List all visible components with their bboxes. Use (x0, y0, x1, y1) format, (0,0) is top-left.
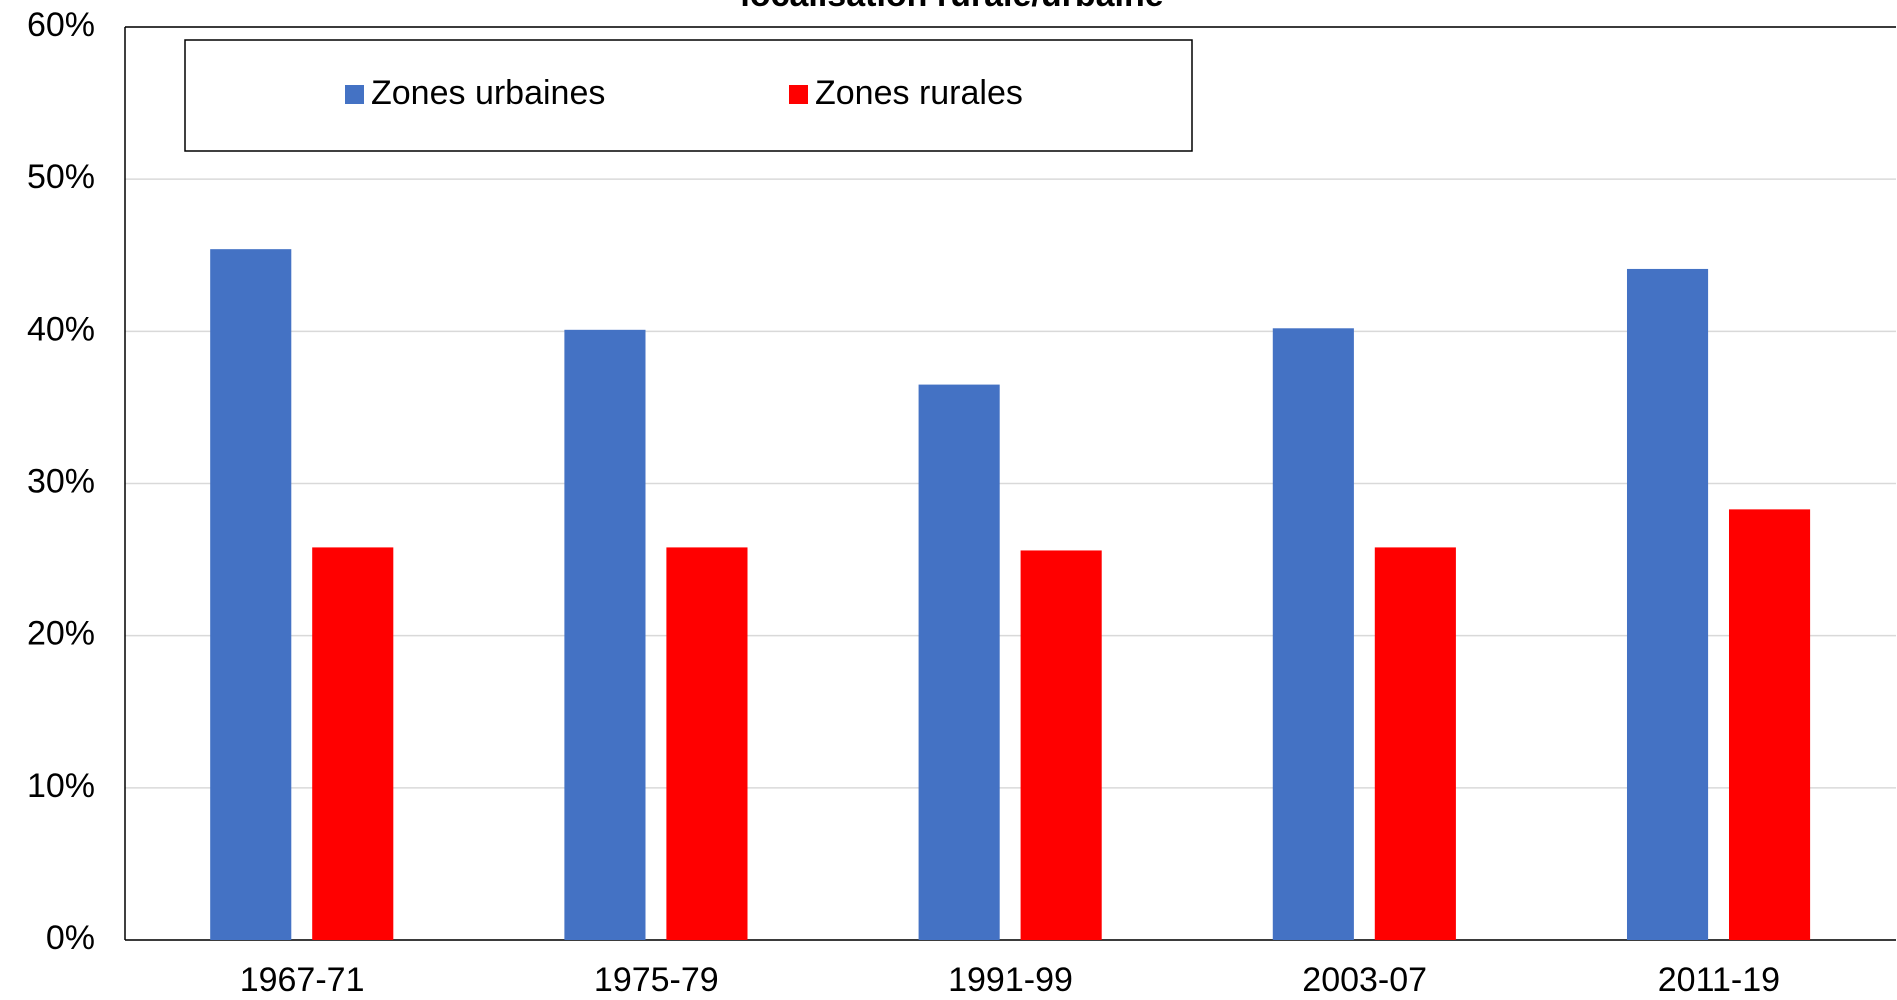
y-tick-label: 10% (27, 767, 95, 805)
bar (1020, 550, 1102, 940)
bar (210, 249, 292, 940)
bar (564, 329, 646, 941)
x-tick-label: 1967-71 (240, 961, 365, 999)
legend-label: Zones rurales (815, 74, 1023, 112)
x-tick-label: 1975-79 (594, 961, 719, 999)
chart-title: localisation rurale/urbaine (740, 0, 1163, 14)
x-tick-label: 2011-19 (1658, 961, 1780, 999)
y-tick-label: 0% (46, 919, 95, 957)
legend-box (184, 39, 1193, 152)
bar (666, 547, 748, 940)
y-tick-label: 60% (27, 6, 95, 44)
bar (918, 384, 1000, 940)
legend-swatch (345, 85, 364, 104)
y-tick-label: 50% (27, 158, 95, 196)
x-tick-label: 1991-99 (948, 961, 1073, 999)
bar (312, 547, 394, 940)
bar (1728, 509, 1811, 940)
legend-swatch (789, 85, 808, 104)
bar (1626, 268, 1709, 940)
y-tick-label: 40% (27, 310, 95, 348)
bar (1374, 547, 1456, 940)
y-tick-label: 30% (27, 462, 95, 500)
legend-label: Zones urbaines (371, 74, 605, 112)
y-tick-label: 20% (27, 615, 95, 653)
bar (1272, 328, 1354, 940)
x-tick-label: 2003-07 (1302, 961, 1427, 999)
